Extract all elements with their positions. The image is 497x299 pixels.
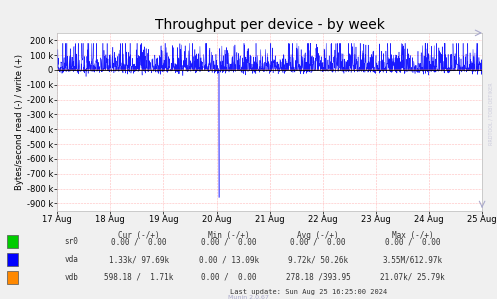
Text: 0.00 /  0.00: 0.00 / 0.00 <box>111 237 167 246</box>
Text: 278.18 /393.95: 278.18 /393.95 <box>286 273 350 282</box>
Text: Avg (-/+): Avg (-/+) <box>297 231 339 240</box>
Text: 0.00 /  0.00: 0.00 / 0.00 <box>201 237 256 246</box>
Text: 0.00 /  0.00: 0.00 / 0.00 <box>290 237 346 246</box>
Text: 1.33k/ 97.69k: 1.33k/ 97.69k <box>109 255 169 264</box>
Text: 0.00 /  0.00: 0.00 / 0.00 <box>201 273 256 282</box>
Text: vda: vda <box>65 255 79 264</box>
Text: 598.18 /  1.71k: 598.18 / 1.71k <box>104 273 174 282</box>
Text: sr0: sr0 <box>65 237 79 246</box>
Title: Throughput per device - by week: Throughput per device - by week <box>155 18 385 32</box>
Text: 0.00 /  0.00: 0.00 / 0.00 <box>385 237 440 246</box>
Text: vdb: vdb <box>65 273 79 282</box>
Text: Last update: Sun Aug 25 16:25:00 2024: Last update: Sun Aug 25 16:25:00 2024 <box>230 289 387 295</box>
Text: Cur (-/+): Cur (-/+) <box>118 231 160 240</box>
Text: Max (-/+): Max (-/+) <box>392 231 433 240</box>
Text: 9.72k/ 50.26k: 9.72k/ 50.26k <box>288 255 348 264</box>
Text: Munin 2.0.67: Munin 2.0.67 <box>228 295 269 299</box>
Text: RRDTOOL / TOBI OETIKER: RRDTOOL / TOBI OETIKER <box>488 82 493 145</box>
Text: 3.55M/612.97k: 3.55M/612.97k <box>383 255 442 264</box>
Text: 0.00 / 13.09k: 0.00 / 13.09k <box>199 255 258 264</box>
Text: Min (-/+): Min (-/+) <box>208 231 249 240</box>
Y-axis label: Bytes/second read (-) / write (+): Bytes/second read (-) / write (+) <box>15 54 24 190</box>
Text: 21.07k/ 25.79k: 21.07k/ 25.79k <box>380 273 445 282</box>
